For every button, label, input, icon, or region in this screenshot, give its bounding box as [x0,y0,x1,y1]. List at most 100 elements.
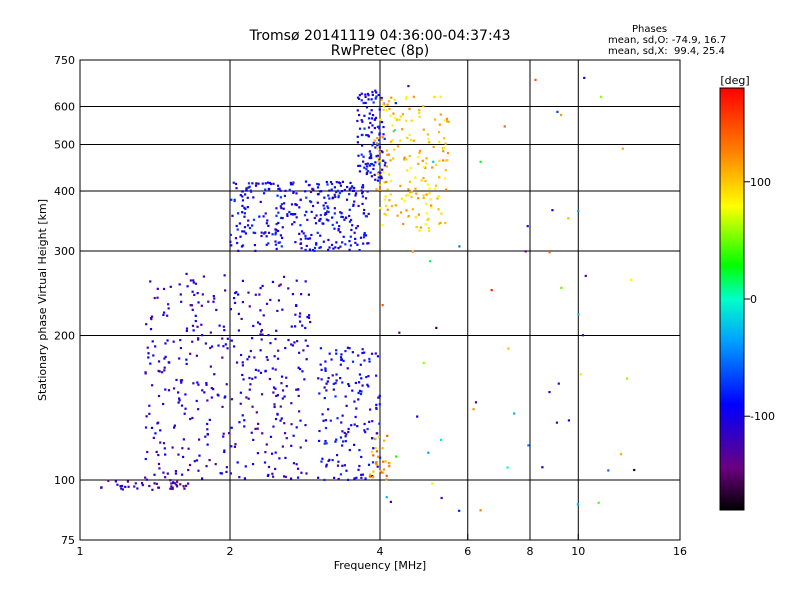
data-point [362,160,365,163]
data-point [241,414,244,417]
data-point [383,164,386,167]
data-point [241,195,244,198]
data-point [322,222,325,225]
data-point [323,213,327,216]
data-point [274,240,277,243]
data-point [364,93,367,96]
data-point [373,126,376,130]
data-point [239,353,243,357]
data-point [381,447,384,450]
data-point [371,437,374,440]
data-point [362,155,365,158]
data-point [439,95,442,98]
data-point [341,241,344,244]
data-point [278,284,281,287]
data-point [321,413,324,416]
data-point [169,479,172,482]
data-point [274,467,277,471]
data-point [356,141,359,144]
data-point [261,182,264,185]
data-point [375,91,378,94]
data-point [389,179,393,183]
data-point [365,171,369,174]
data-point [363,231,366,235]
data-point [385,474,388,477]
data-point [275,207,278,210]
data-point [359,363,362,366]
data-point [222,345,225,348]
data-point [294,241,297,244]
y-tick-label: 600 [54,101,75,114]
data-point [358,170,362,173]
data-point [277,211,280,214]
data-point [425,202,428,205]
data-point [230,244,233,247]
data-point [191,308,194,311]
data-point [354,237,357,240]
data-point [428,141,431,144]
data-point [259,333,262,336]
data-point [276,194,279,197]
data-point [340,212,343,215]
data-point [503,125,506,128]
data-point [334,440,337,443]
data-point [353,400,356,403]
data-point [401,128,404,131]
data-point [262,215,265,218]
data-point [292,213,295,216]
data-point [328,246,331,249]
data-point [335,221,338,224]
data-point [439,438,443,441]
data-point [255,182,258,185]
data-point [363,208,366,212]
data-point [253,356,256,359]
data-point [237,293,240,296]
data-point [567,217,570,220]
data-point [213,297,216,300]
data-point [178,397,181,400]
data-point [371,144,374,147]
data-point [335,373,338,376]
data-point [319,217,322,221]
data-point [439,221,442,225]
data-point [351,224,354,227]
data-point [359,392,363,396]
data-point [182,485,185,488]
data-point [320,190,323,193]
data-point [324,360,327,363]
data-point [254,427,257,430]
data-point [412,139,415,142]
data-point [335,190,338,194]
data-point [541,466,544,469]
data-point [418,151,421,155]
data-point [208,458,211,462]
data-point [327,219,330,222]
data-point [176,485,179,488]
data-point [369,152,372,155]
data-point [410,195,413,198]
data-point [359,164,362,167]
data-point [154,432,157,435]
data-point [298,232,301,235]
data-point [259,371,263,374]
data-point [195,354,198,357]
data-point [311,249,315,252]
data-point [339,211,342,214]
data-point [380,96,383,100]
data-point [334,195,337,199]
data-point [378,127,381,130]
data-point [339,184,342,187]
data-point [207,300,210,303]
data-point [257,422,260,425]
data-point [447,120,450,123]
data-point [333,227,336,230]
data-point [331,458,334,462]
data-point [367,117,371,120]
data-point [171,446,174,449]
data-point [379,206,382,210]
data-point [380,177,383,180]
data-point [290,444,293,447]
data-point [264,369,267,372]
data-point [272,182,275,185]
data-point [295,426,298,429]
